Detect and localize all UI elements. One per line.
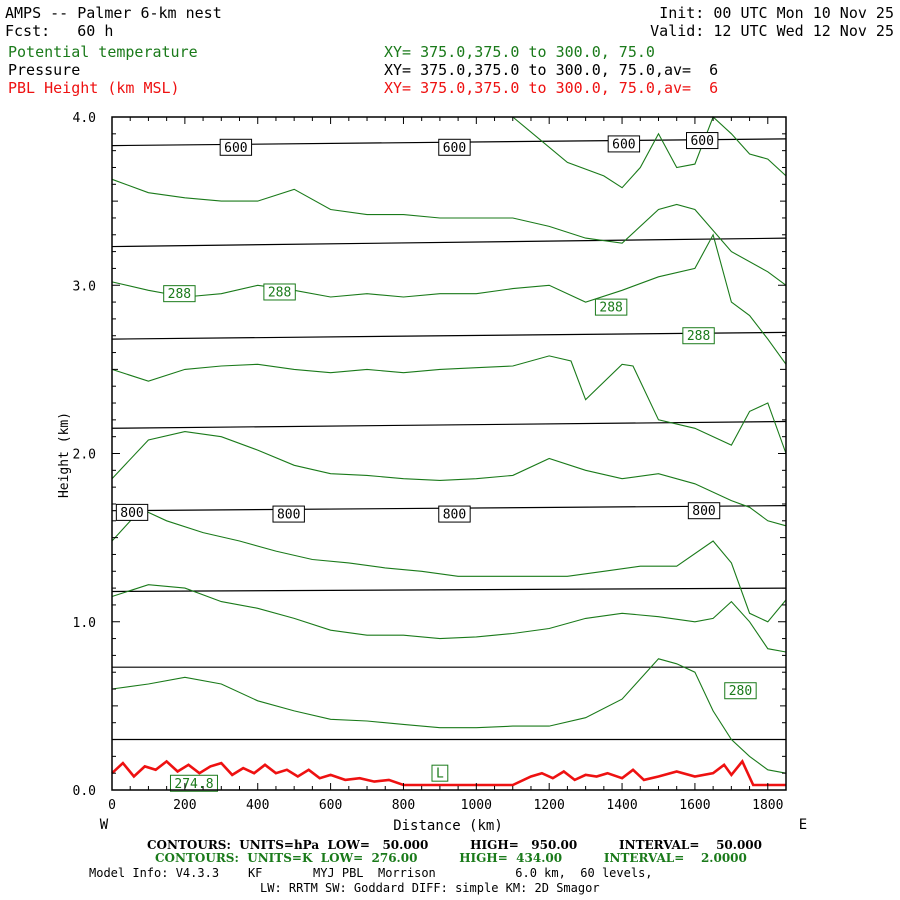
- x-axis-label: Distance (km): [393, 818, 503, 834]
- pressure-label-1: 600: [443, 141, 466, 156]
- theta-contour-2: [111, 508, 787, 623]
- pressure-label-2: 600: [612, 137, 635, 152]
- theta-label-0: 288: [168, 287, 191, 302]
- field-pbl-name: PBL Height (km MSL): [8, 79, 180, 97]
- theta-contour-5: [111, 233, 787, 365]
- x-tick-label-1200: 1200: [534, 798, 565, 813]
- x-tick-label-1400: 1400: [606, 798, 637, 813]
- field-pressure-xy: XY= 375.0,375.0 to 300.0, 75.0,av= 6: [384, 61, 719, 79]
- theta-contour-3: [111, 431, 787, 527]
- y-tick-label-4.0: 4.0: [73, 111, 96, 126]
- x-tick-label-1800: 1800: [752, 798, 783, 813]
- x-tick-label-600: 600: [319, 798, 342, 813]
- valid-time: Valid: 12 UTC Wed 12 Nov 25: [650, 22, 894, 40]
- y-tick-label-0.0: 0.0: [73, 784, 96, 799]
- init-time: Init: 00 UTC Mon 10 Nov 25: [659, 4, 894, 22]
- field-pbl-xy: XY= 375.0,375.0 to 300.0, 75.0,av= 6: [384, 79, 719, 97]
- x-tick-label-0: 0: [108, 798, 116, 813]
- theta-label-2: 288: [599, 301, 622, 316]
- x-tick-label-1000: 1000: [461, 798, 492, 813]
- theta-label-3-box: [682, 327, 715, 345]
- x-tick-label-200: 200: [173, 798, 196, 813]
- theta-label-5: 274.8: [174, 777, 213, 792]
- pressure-contour-info: CONTOURS: UNITS=hPa LOW= 50.000 HIGH= 95…: [147, 838, 763, 852]
- theta-contour-7: [512, 116, 787, 189]
- low-marker: L: [436, 767, 444, 782]
- pressure-label-6-box: [438, 505, 471, 523]
- x-tick-label-400: 400: [246, 798, 269, 813]
- west-label: W: [100, 817, 109, 833]
- pressure-contour-850: [111, 587, 787, 593]
- theta-label-1: 288: [268, 285, 291, 300]
- pressure-label-4-box: [115, 503, 149, 521]
- theta-contour-info: CONTOURS: UNITS=K LOW= 276.00 HIGH= 434.…: [155, 851, 747, 865]
- pressure-label-5-box: [272, 505, 305, 523]
- pressure-label-7-box: [687, 502, 721, 520]
- theta-contour-6: [111, 178, 787, 286]
- pressure-label-4: 800: [120, 506, 143, 521]
- pressure-label-1-box: [438, 138, 471, 156]
- pressure-label-7: 800: [692, 504, 715, 519]
- pressure-label-2-box: [607, 135, 641, 153]
- theta-label-4-box: [724, 682, 757, 700]
- theta-label-2-box: [594, 298, 628, 316]
- y-tick-label-1.0: 1.0: [73, 616, 96, 631]
- east-label: E: [799, 817, 807, 833]
- theta-label-5-box: [169, 774, 218, 792]
- pbl-height-line: [111, 758, 786, 787]
- low-marker-box: [431, 764, 449, 782]
- pressure-label-5: 800: [277, 508, 300, 523]
- y-tick-label-3.0: 3.0: [73, 279, 96, 294]
- theta-contour-0: [111, 658, 787, 774]
- model-physics: LW: RRTM SW: Goddard DIFF: simple KM: 2D…: [260, 881, 600, 895]
- app-title: AMPS -- Palmer 6-km nest: [5, 4, 222, 22]
- y-axis-label: Height (km): [57, 412, 72, 498]
- y-tick-label-2.0: 2.0: [73, 448, 96, 463]
- pressure-label-0-box: [219, 138, 253, 156]
- theta-contour-4: [111, 355, 787, 454]
- model-info: Model Info: V4.3.3 KF MYJ PBL Morrison 6…: [89, 866, 653, 880]
- pressure-label-3-box: [686, 132, 719, 150]
- x-tick-label-1600: 1600: [679, 798, 710, 813]
- theta-contour-1: [111, 584, 787, 653]
- pressure-contour-750: [111, 420, 787, 429]
- theta-label-4: 280: [729, 684, 752, 699]
- pressure-contour-650: [111, 237, 787, 248]
- theta-label-0-box: [163, 285, 196, 303]
- pressure-label-6: 800: [443, 508, 466, 523]
- forecast-hour: Fcst: 60 h: [5, 22, 114, 40]
- pressure-label-0: 600: [224, 141, 247, 156]
- field-theta-name: Potential temperature: [8, 43, 198, 61]
- field-pressure-name: Pressure: [8, 61, 81, 79]
- theta-label-3: 288: [687, 329, 710, 344]
- pressure-contour-700: [111, 331, 787, 340]
- x-tick-label-800: 800: [392, 798, 415, 813]
- field-theta-xy: XY= 375.0,375.0 to 300.0, 75.0: [384, 43, 655, 61]
- pressure-label-3: 600: [690, 134, 713, 149]
- theta-label-1-box: [263, 283, 296, 301]
